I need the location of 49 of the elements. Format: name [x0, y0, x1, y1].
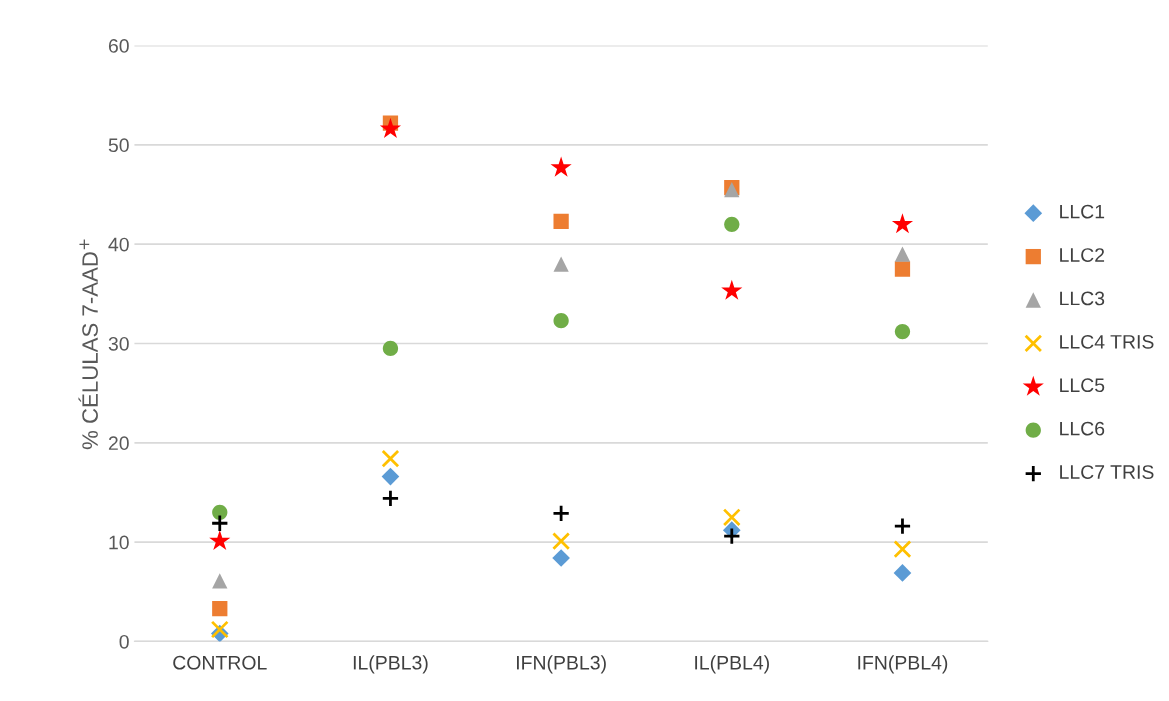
legend-label: LLC3 [1060, 291, 1105, 306]
point [552, 549, 570, 567]
point [553, 213, 569, 229]
point [212, 504, 228, 520]
y-tick-label: 10 [109, 535, 129, 550]
legend-label: LLC2 [1060, 248, 1105, 262]
y-tick-label: 0 [119, 634, 129, 649]
point [722, 527, 741, 546]
point [210, 620, 229, 639]
point [891, 213, 914, 234]
point [721, 279, 743, 300]
point [212, 573, 228, 589]
y-tick-label: 50 [108, 138, 129, 153]
y-tick-label: 30 [108, 336, 129, 351]
x-tick-label: IL(PBL3) [353, 655, 428, 674]
x-tick-label: CONTROL [173, 655, 267, 670]
point [381, 449, 400, 468]
point [552, 504, 571, 523]
point [893, 517, 912, 536]
legend-label: LLC7 TRIS [1060, 465, 1154, 479]
point [894, 246, 911, 262]
point [212, 601, 228, 617]
x-tick-label: IFN(PBL3) [517, 655, 606, 674]
legend-label: LLC1 [1060, 204, 1105, 219]
y-tick-label: 20 [108, 436, 129, 451]
point [382, 340, 399, 357]
y-axis-title: % CÉLULAS 7-AAD$^{+}$ [78, 239, 98, 450]
point [553, 313, 569, 329]
legend-label: LLC5 [1060, 378, 1105, 393]
legend-label: LLC4 TRIS [1060, 334, 1154, 349]
point [893, 540, 912, 559]
point [893, 564, 912, 582]
legend-label: LLC6 [1060, 421, 1105, 436]
point [210, 514, 229, 533]
y-tick-label: 60 [108, 39, 129, 53]
point [724, 216, 740, 232]
point [894, 261, 911, 277]
point [552, 532, 571, 551]
y-tick-label: 40 [108, 237, 129, 252]
point [381, 467, 400, 486]
point [209, 530, 231, 551]
point [379, 117, 402, 138]
point [722, 508, 741, 527]
point [553, 256, 569, 272]
x-tick-label: IFN(PBL4) [858, 655, 948, 674]
point [894, 323, 911, 340]
point [381, 489, 400, 508]
point [550, 156, 572, 177]
x-tick-label: IL(PBL4) [695, 655, 769, 674]
